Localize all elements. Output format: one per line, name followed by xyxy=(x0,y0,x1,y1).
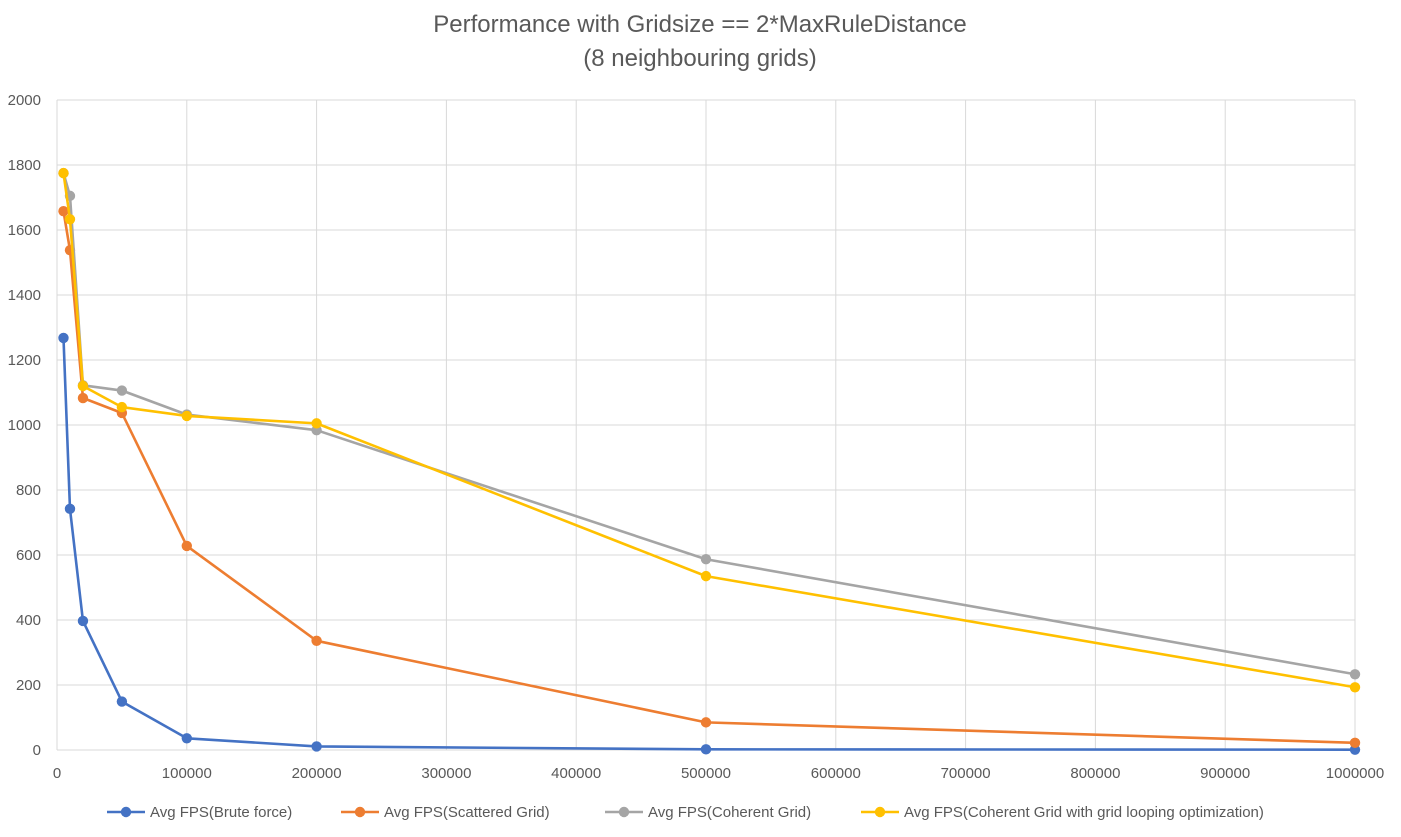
x-tick-label: 0 xyxy=(53,765,61,782)
data-point xyxy=(181,410,192,422)
x-tick-label: 1000000 xyxy=(1326,765,1384,782)
x-tick-label: 700000 xyxy=(941,765,991,782)
x-tick-label: 500000 xyxy=(681,765,731,782)
legend-point-marker xyxy=(354,806,366,818)
series-1 xyxy=(58,332,1361,755)
series-2 xyxy=(58,205,1361,749)
x-tick-label: 300000 xyxy=(421,765,471,782)
chart-title: Performance with Gridsize == 2*MaxRuleDi… xyxy=(433,11,967,38)
legend-item: Avg FPS(Scattered Grid) xyxy=(341,804,550,821)
data-point xyxy=(311,418,322,429)
chart-subtitle: (8 neighbouring grids) xyxy=(583,45,816,72)
data-point xyxy=(700,554,712,565)
data-point xyxy=(77,615,89,627)
series-line xyxy=(62,209,1357,745)
x-tick-label: 200000 xyxy=(292,765,342,782)
legend-point-marker xyxy=(874,806,886,818)
y-tick-label: 2000 xyxy=(8,92,41,109)
legend-label: Avg FPS(Brute force) xyxy=(150,804,292,821)
series-layer xyxy=(58,167,1361,755)
data-point xyxy=(58,205,69,217)
series-4 xyxy=(58,167,1361,693)
y-tick-label: 800 xyxy=(16,482,41,499)
y-tick-label: 0 xyxy=(33,742,41,759)
data-point xyxy=(1349,737,1361,749)
data-point xyxy=(311,741,322,752)
data-point xyxy=(77,392,89,404)
y-tick-label: 1000 xyxy=(8,417,41,434)
gridlines xyxy=(56,99,1356,751)
y-tick-label: 600 xyxy=(16,547,41,564)
data-point xyxy=(77,380,89,392)
data-point xyxy=(700,744,712,755)
data-point xyxy=(700,570,712,582)
x-tick-label: 400000 xyxy=(551,765,601,782)
series-line xyxy=(62,171,1357,689)
data-point xyxy=(700,717,712,728)
data-point xyxy=(311,635,322,646)
series-line xyxy=(62,336,1357,751)
data-point xyxy=(64,214,76,225)
x-tick-label: 600000 xyxy=(811,765,861,782)
data-point xyxy=(1349,669,1361,680)
data-point xyxy=(64,503,76,515)
legend-point-marker xyxy=(618,806,630,818)
y-tick-label: 1800 xyxy=(8,157,41,174)
y-tick-label: 1400 xyxy=(8,287,41,304)
data-point xyxy=(116,385,128,396)
data-point xyxy=(1349,682,1361,693)
data-point xyxy=(58,332,69,344)
legend-label: Avg FPS(Coherent Grid) xyxy=(648,804,811,821)
data-point xyxy=(181,733,192,744)
legend-item: Avg FPS(Coherent Grid) xyxy=(605,804,811,821)
data-point xyxy=(116,696,128,707)
data-point xyxy=(58,167,69,179)
data-point xyxy=(116,401,128,413)
legend-label: Avg FPS(Scattered Grid) xyxy=(384,804,550,821)
legend-label: Avg FPS(Coherent Grid with grid looping … xyxy=(904,804,1264,821)
legend-item: Avg FPS(Brute force) xyxy=(107,804,292,821)
x-tick-label: 800000 xyxy=(1070,765,1120,782)
x-tick-label: 900000 xyxy=(1200,765,1250,782)
legend: Avg FPS(Brute force) Avg FPS(Scattered Gr… xyxy=(107,804,1264,821)
legend-item: Avg FPS(Coherent Grid with grid looping … xyxy=(861,804,1264,821)
legend-point-marker xyxy=(120,806,132,818)
series-3 xyxy=(58,167,1361,680)
axis-tick-labels: 0 200 400 600 800 1000 1200 1400 1600 1800 2000 0 10… xyxy=(8,92,1385,782)
series-line xyxy=(62,171,1357,676)
data-point xyxy=(181,540,192,552)
y-tick-label: 400 xyxy=(16,612,41,629)
y-tick-label: 1600 xyxy=(8,222,41,239)
x-tick-label: 100000 xyxy=(162,765,212,782)
y-tick-label: 1200 xyxy=(8,352,41,369)
y-tick-label: 200 xyxy=(16,677,41,694)
